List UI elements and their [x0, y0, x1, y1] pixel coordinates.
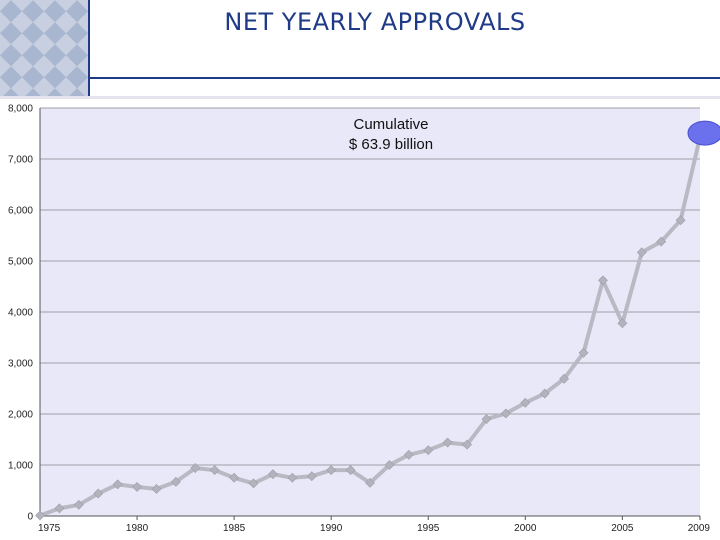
gridlines — [40, 107, 700, 466]
data-point — [384, 460, 395, 470]
data-point — [500, 408, 511, 419]
data-point — [559, 373, 570, 384]
x-tick-label: 2005 — [611, 523, 634, 534]
data-point — [617, 318, 628, 329]
x-tick-label: 1980 — [126, 523, 149, 534]
data-point — [656, 236, 667, 247]
data-point — [520, 397, 531, 408]
data-point — [132, 482, 142, 492]
data-point — [442, 437, 453, 448]
header-shadow — [0, 96, 720, 99]
data-point — [35, 510, 45, 521]
y-tick-label: 0 — [27, 512, 33, 523]
highlight-marker — [687, 120, 720, 146]
data-point — [93, 488, 104, 499]
data-point — [73, 499, 84, 510]
page-title: NET YEARLY APPROVALS — [224, 8, 526, 36]
data-point — [636, 247, 647, 258]
y-axis-tick-labels: 0 1,000 2,000 3,000 4,000 5,000 6,000 7,000 8,00… — [8, 104, 33, 523]
pattern-divider — [88, 0, 90, 96]
y-tick-label: 1,000 — [8, 461, 33, 472]
data-point — [151, 484, 162, 494]
data-point — [306, 471, 317, 482]
data-point — [170, 476, 181, 487]
x-tick-label: 1990 — [320, 523, 343, 534]
x-tick-label: 1985 — [223, 523, 246, 534]
data-point — [462, 439, 472, 450]
header-rule — [90, 77, 720, 79]
x-axis-tick-labels: 1975 1980 1985 1990 1995 2000 2005 2009 — [38, 523, 710, 534]
line-chart: 0 1,000 2,000 3,000 4,000 5,000 6,000 7,000 8,00… — [8, 104, 720, 534]
data-point — [248, 478, 259, 489]
data-point — [209, 465, 220, 476]
x-tick-label: 1995 — [417, 523, 440, 534]
x-tick-label: 2000 — [514, 523, 537, 534]
data-markers — [35, 132, 705, 521]
data-point — [54, 503, 65, 514]
x-tick-label: 1975 — [38, 523, 61, 534]
data-point — [287, 472, 298, 483]
annotation-line-1: Cumulative — [353, 116, 428, 133]
data-point — [326, 465, 337, 476]
y-tick-label: 7,000 — [8, 155, 33, 166]
y-tick-label: 6,000 — [8, 206, 33, 217]
data-point — [423, 445, 434, 456]
y-tick-label: 2,000 — [8, 410, 33, 421]
header-band — [90, 0, 720, 96]
y-tick-label: 8,000 — [8, 104, 33, 115]
data-point — [539, 388, 550, 399]
data-point — [190, 463, 201, 473]
x-tick-label: 2009 — [688, 523, 711, 534]
y-tick-label: 3,000 — [8, 359, 33, 370]
data-point — [112, 479, 123, 490]
data-point — [229, 472, 240, 483]
data-point — [403, 449, 414, 460]
data-point — [365, 477, 375, 488]
data-point — [481, 414, 492, 425]
data-point — [268, 469, 278, 480]
data-point — [675, 215, 686, 226]
decorative-pattern-panel — [0, 0, 88, 96]
y-tick-label: 5,000 — [8, 257, 33, 268]
data-point — [598, 275, 608, 286]
data-point — [345, 465, 356, 476]
annotation-line-2: $ 63.9 billion — [349, 136, 433, 153]
data-point — [578, 347, 589, 358]
y-tick-label: 4,000 — [8, 308, 33, 319]
